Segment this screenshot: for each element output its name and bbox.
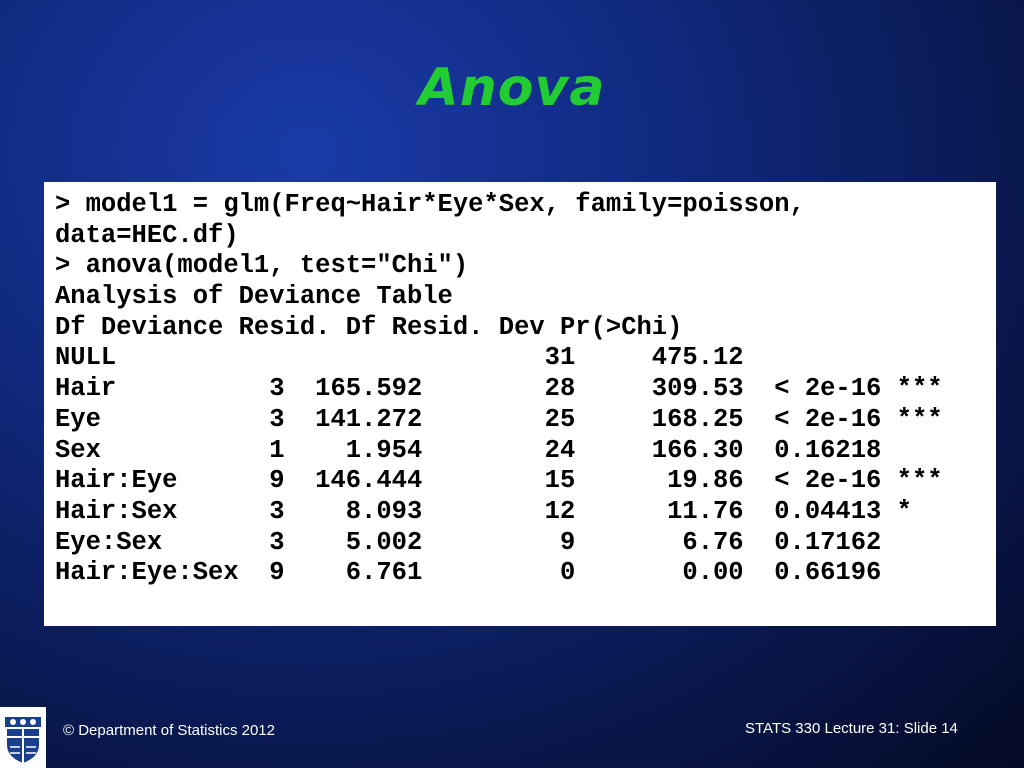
r-console-output: > model1 = glm(Freq~Hair*Eye*Sex, family… xyxy=(44,182,996,626)
code-line: > anova(model1, test="Chi") xyxy=(55,251,469,281)
table-header: Df Deviance Resid. Df Resid. Dev Pr(>Chi… xyxy=(55,312,683,342)
code-line: data=HEC.df) xyxy=(55,220,239,250)
slide-title: Anova xyxy=(418,58,606,118)
code-line: > model1 = glm(Freq~Hair*Eye*Sex, family… xyxy=(55,190,805,219)
table-row: NULL 31 475.12 xyxy=(55,343,744,373)
slide-number-text: STATS 330 Lecture 31: Slide 14 xyxy=(745,720,958,737)
university-crest-icon xyxy=(0,707,46,768)
table-row: Hair:Eye 9 146.444 15 19.86 < 2e-16 *** xyxy=(55,466,943,496)
table-row: Hair:Eye:Sex 9 6.761 0 0.00 0.66196 xyxy=(55,558,882,588)
table-row: Eye 3 141.272 25 168.25 < 2e-16 *** xyxy=(55,404,943,434)
code-line: Analysis of Deviance Table xyxy=(55,282,453,312)
copyright-text: © Department of Statistics 2012 xyxy=(63,722,275,739)
table-row: Sex 1 1.954 24 166.30 0.16218 xyxy=(55,435,882,465)
table-row: Hair 3 165.592 28 309.53 < 2e-16 *** xyxy=(55,374,943,404)
table-row: Eye:Sex 3 5.002 9 6.76 0.17162 xyxy=(55,527,882,557)
table-row: Hair:Sex 3 8.093 12 11.76 0.04413 * xyxy=(55,496,912,526)
